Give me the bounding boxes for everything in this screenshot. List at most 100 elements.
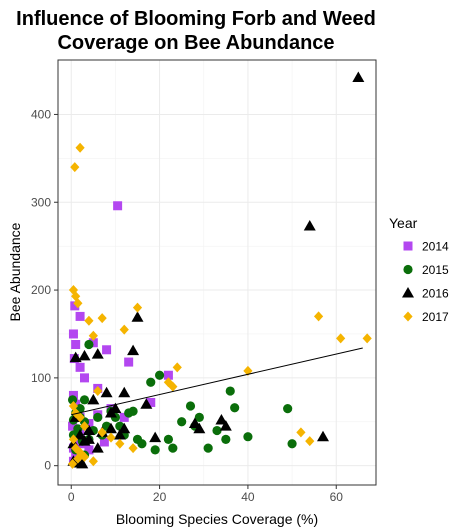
data-point-2017	[88, 330, 98, 341]
data-point-2015	[203, 443, 213, 453]
data-point-2015	[150, 445, 160, 455]
data-point-2016	[118, 386, 131, 398]
legend-key-2016	[402, 287, 414, 298]
x-tick-label: 40	[241, 490, 255, 504]
data-point-2015	[194, 412, 204, 422]
data-point-2014	[80, 373, 89, 383]
legend-item-2016: 2016	[402, 287, 449, 301]
legend-item-2017: 2017	[403, 310, 449, 324]
legend-key-2014	[403, 241, 413, 251]
x-tick-label: 20	[153, 490, 167, 504]
data-points	[67, 71, 372, 469]
data-point-2016	[91, 348, 104, 359]
data-point-2014	[84, 419, 94, 429]
legend-title: Year	[389, 215, 418, 231]
data-point-2014	[88, 338, 98, 348]
y-tick-label: 300	[31, 195, 51, 209]
y-tick-label: 200	[31, 283, 51, 297]
data-point-2017	[67, 458, 78, 469]
data-point-2015	[221, 434, 231, 444]
data-point-2017	[68, 434, 79, 445]
x-axis-title: Blooming Species Coverage (%)	[116, 511, 318, 527]
data-point-2017	[97, 313, 107, 324]
legend-label-2016: 2016	[422, 287, 449, 301]
data-point-2017	[73, 298, 83, 309]
data-point-2015	[225, 386, 235, 396]
data-point-2014	[119, 412, 129, 422]
data-point-2014	[124, 357, 134, 367]
trend-line-segment	[71, 347, 363, 416]
data-point-2017	[73, 453, 83, 464]
data-point-2017	[106, 432, 116, 443]
data-point-2015	[93, 412, 103, 422]
data-point-2016	[219, 420, 232, 431]
data-point-2014	[68, 421, 78, 431]
data-point-2017	[313, 311, 324, 322]
data-point-2014	[71, 340, 81, 350]
x-tick-label: 0	[68, 490, 75, 504]
data-point-2015	[177, 417, 187, 427]
data-point-2015	[67, 395, 78, 405]
data-point-2015	[128, 406, 138, 416]
data-point-2016	[105, 406, 117, 418]
data-point-2015	[212, 425, 222, 436]
data-point-2016	[82, 424, 95, 436]
data-point-2014	[99, 437, 109, 447]
y-tick-label: 400	[31, 107, 51, 121]
legend-label-2015: 2015	[422, 263, 449, 277]
data-point-2016	[193, 422, 206, 434]
data-point-2014	[70, 301, 80, 311]
data-point-2016	[100, 386, 113, 398]
legend-label-2014: 2014	[422, 240, 449, 254]
y-tick-label: 100	[31, 371, 51, 385]
grid-major	[58, 60, 376, 485]
data-point-2017	[305, 436, 315, 447]
data-point-2014	[75, 362, 85, 372]
chart-title-line-1: Influence of Blooming Forb and Weed	[16, 8, 376, 30]
data-point-2016	[78, 349, 91, 361]
data-point-2015	[137, 439, 147, 449]
data-point-2016	[149, 431, 162, 443]
plot-border	[57, 59, 377, 486]
data-point-2015	[79, 395, 90, 405]
data-point-2017	[362, 333, 372, 344]
data-point-2015	[230, 403, 240, 413]
data-point-2016	[76, 457, 89, 469]
data-point-2015	[146, 377, 156, 387]
plot-panel	[58, 60, 376, 485]
data-point-2016	[131, 311, 144, 322]
data-point-2014	[146, 397, 156, 407]
y-axis-title: Bee Abundance	[7, 222, 23, 321]
x-axis: 0 20 40 60	[68, 485, 343, 504]
data-point-2016	[303, 219, 316, 231]
data-point-2015	[163, 434, 174, 444]
trend-line	[71, 347, 363, 416]
data-point-2017	[172, 362, 182, 373]
data-point-2017	[79, 421, 90, 432]
data-point-2017	[336, 333, 346, 344]
data-point-2016	[87, 393, 100, 405]
data-point-2014	[84, 445, 94, 455]
data-point-2016	[317, 430, 329, 442]
data-point-2015	[84, 339, 94, 350]
legend-item-2014: 2014	[403, 240, 449, 254]
data-point-2015	[287, 439, 297, 449]
data-point-2014	[75, 311, 85, 321]
data-point-2014	[163, 370, 173, 380]
data-point-2017	[168, 381, 178, 392]
data-point-2014	[102, 345, 112, 355]
data-point-2016	[127, 344, 140, 356]
data-point-2016	[118, 422, 131, 434]
data-point-2015	[283, 404, 293, 414]
data-point-2017	[115, 438, 125, 449]
data-point-2016	[74, 428, 87, 440]
data-point-2017	[70, 162, 80, 173]
data-point-2017	[296, 427, 306, 438]
data-point-2017	[132, 302, 143, 313]
data-point-2016	[82, 433, 95, 444]
data-point-2017	[75, 142, 85, 153]
data-point-2016	[105, 422, 117, 434]
data-point-2017	[75, 412, 85, 423]
data-point-2017	[84, 315, 94, 326]
